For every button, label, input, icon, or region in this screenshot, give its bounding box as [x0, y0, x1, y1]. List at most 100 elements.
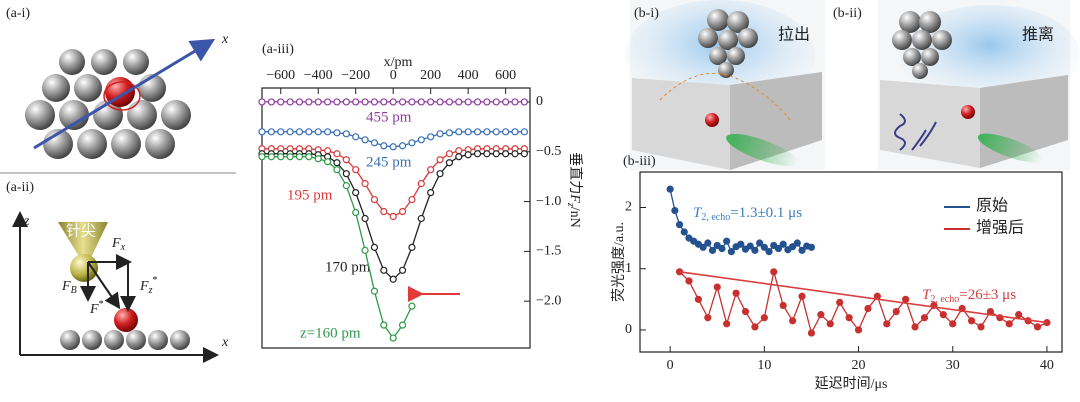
data-point	[417, 98, 425, 106]
x-tick-label: 0	[390, 68, 397, 83]
data-point	[836, 298, 844, 307]
data-point	[342, 182, 350, 190]
y-tick-label: 0	[625, 322, 632, 337]
data-point	[939, 311, 947, 319]
data-point	[333, 159, 341, 167]
data-point	[427, 166, 435, 174]
data-point	[1015, 311, 1023, 319]
data-point	[473, 150, 482, 158]
caption: 拉出	[778, 26, 810, 44]
data-point	[455, 153, 463, 161]
data-point	[333, 166, 341, 174]
x-tick-label: 10	[757, 358, 771, 373]
data-point	[694, 295, 703, 303]
atom-lattice	[25, 38, 216, 159]
y-tick-label: −1.5	[536, 244, 561, 259]
data-point	[286, 98, 294, 106]
data-point	[1005, 320, 1013, 328]
data-point	[666, 185, 674, 193]
y-tick-label: 1	[625, 261, 632, 276]
annotation-part: 2, echo	[930, 294, 959, 305]
data-point	[342, 98, 350, 106]
data-point	[323, 98, 332, 106]
data-point	[361, 98, 369, 106]
data-point	[305, 153, 313, 161]
data-point	[333, 98, 341, 106]
y-tick-label: −2.0	[536, 293, 561, 308]
y-tick-label: 0	[536, 94, 543, 109]
data-point	[398, 207, 407, 216]
data-point	[361, 180, 369, 188]
data-point	[380, 142, 388, 150]
data-point	[342, 130, 350, 138]
data-point	[445, 150, 454, 158]
data-point	[398, 142, 407, 150]
caption: 推离	[1022, 26, 1054, 44]
data-point	[464, 98, 472, 106]
data-point	[502, 150, 510, 158]
data-point	[295, 98, 304, 106]
data-point	[798, 292, 806, 300]
data-point	[788, 317, 797, 325]
data-point	[845, 314, 853, 322]
data-point	[723, 320, 731, 328]
axis-label: x	[221, 32, 229, 47]
data-point	[445, 159, 454, 167]
data-point	[427, 133, 435, 141]
annotation: T2, echo=1.3±0.1 μs	[693, 205, 802, 223]
data-point	[807, 329, 816, 337]
data-point	[352, 133, 360, 141]
x-tick-label: 400	[458, 68, 479, 83]
data-point	[977, 323, 985, 331]
data-point	[408, 243, 416, 251]
data-point	[305, 98, 313, 106]
data-point	[398, 321, 407, 329]
data-point	[967, 317, 976, 325]
data-point	[892, 307, 900, 316]
legend-label: 增强后	[976, 219, 1024, 237]
data-point	[305, 128, 313, 136]
panel-label: (b-iii)	[623, 154, 656, 169]
data-point	[314, 98, 322, 106]
y-tick-label: −0.5	[536, 144, 561, 159]
data-point	[342, 156, 350, 164]
data-point	[427, 188, 435, 197]
data-point	[389, 98, 397, 106]
annotation-part: T	[693, 205, 703, 221]
data-point	[732, 289, 740, 297]
panel-label: (a-i)	[6, 6, 30, 21]
data-point	[295, 153, 304, 161]
force-label: Fz*	[139, 275, 157, 296]
x-tick-label: −400	[304, 68, 333, 83]
data-point	[370, 139, 379, 147]
data-point	[854, 326, 863, 334]
series-label: 195 pm	[287, 187, 333, 203]
data-point	[492, 98, 500, 106]
data-point	[1033, 323, 1042, 331]
panel-label: (b-ii)	[833, 6, 862, 21]
data-point	[718, 244, 726, 253]
data-point	[370, 287, 379, 295]
data-point	[464, 128, 472, 136]
data-point	[417, 136, 425, 144]
data-point	[380, 321, 388, 329]
data-point	[352, 98, 360, 106]
data-point	[685, 277, 693, 285]
data-point	[389, 143, 397, 151]
data-point	[807, 243, 816, 251]
tip-label: 针尖	[66, 222, 96, 239]
data-point	[708, 246, 717, 254]
data-point	[511, 98, 519, 106]
data-point	[258, 128, 266, 136]
series-label: 170 pm	[325, 259, 371, 275]
data-point	[398, 266, 407, 274]
data-point	[380, 98, 388, 106]
y-axis-label: 垂直力Fz/nN	[565, 152, 584, 227]
plot-frame	[261, 87, 531, 349]
data-point	[277, 153, 285, 161]
data-point	[737, 240, 745, 248]
data-point	[520, 150, 528, 158]
annotation-part: T	[922, 287, 932, 303]
